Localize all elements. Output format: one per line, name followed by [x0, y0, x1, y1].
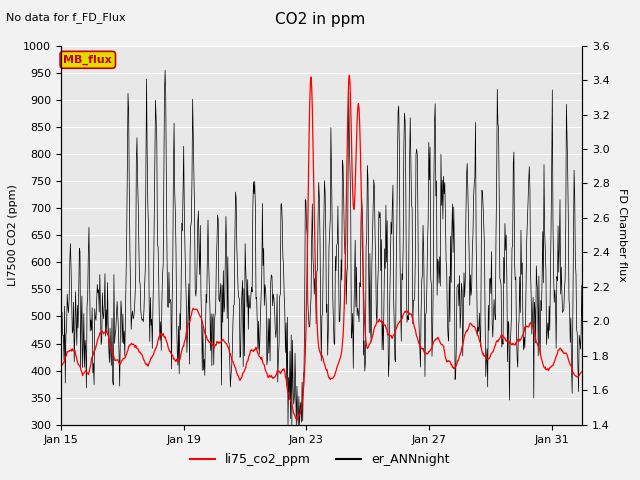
Text: MB_flux: MB_flux	[63, 55, 112, 65]
Text: No data for f_FD_Flux: No data for f_FD_Flux	[6, 12, 126, 23]
Y-axis label: FD Chamber flux: FD Chamber flux	[617, 188, 627, 282]
Legend: li75_co2_ppm, er_ANNnight: li75_co2_ppm, er_ANNnight	[186, 448, 454, 471]
Y-axis label: LI7500 CO2 (ppm): LI7500 CO2 (ppm)	[8, 184, 17, 286]
Text: CO2 in ppm: CO2 in ppm	[275, 12, 365, 27]
